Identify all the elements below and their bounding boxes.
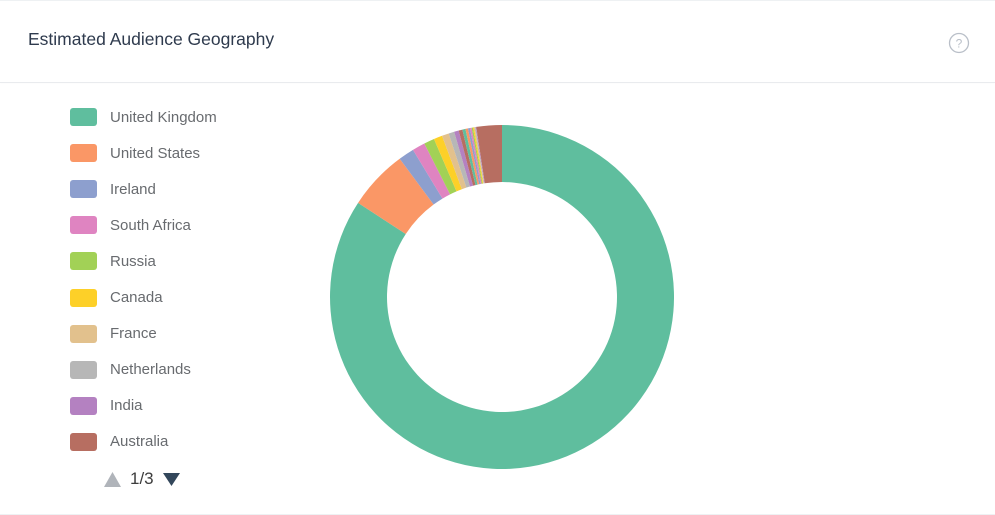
svg-text:?: ? xyxy=(956,37,963,51)
